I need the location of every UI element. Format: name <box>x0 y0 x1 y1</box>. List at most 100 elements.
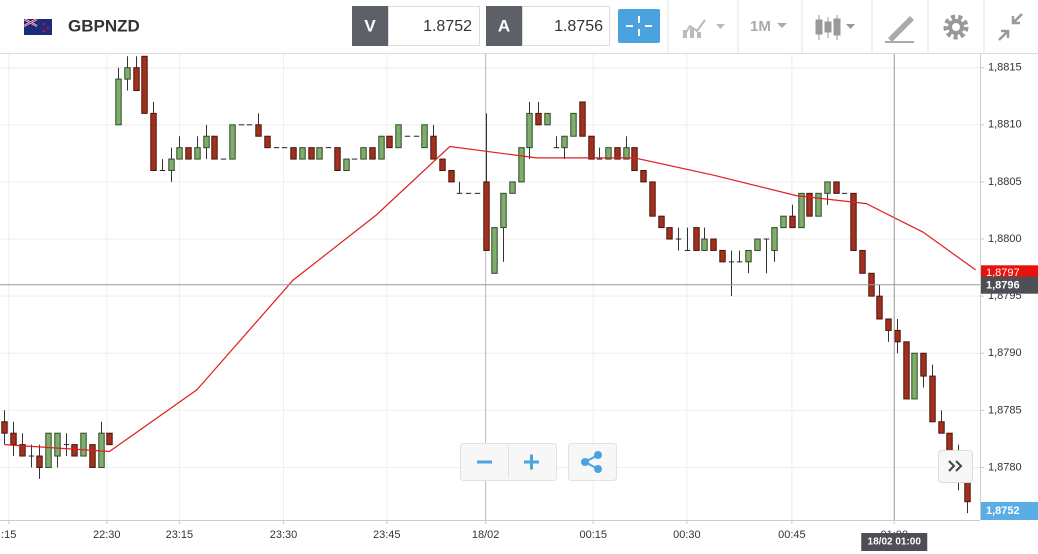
last-price-label: 1,8752 <box>986 505 1020 517</box>
bid-price: 1.8752 <box>423 18 472 35</box>
candle-body <box>229 124 236 160</box>
zoom-controls <box>460 443 973 483</box>
timeframe-caret <box>777 23 787 28</box>
y-tick-label: 1,8780 <box>988 461 1022 473</box>
candle-body <box>579 101 586 137</box>
x-tick-label: 18/02 <box>472 529 500 541</box>
candle-body <box>824 181 831 194</box>
candle-body <box>526 112 533 149</box>
toolbar-dividers <box>667 0 985 53</box>
crosshair-time-tag <box>861 533 928 551</box>
candle-body <box>448 170 455 183</box>
candle-body <box>334 147 341 171</box>
candle-body <box>666 227 673 240</box>
timeframe[interactable]: 1M <box>750 18 771 35</box>
candle-body <box>89 444 96 468</box>
candle-body <box>754 238 761 251</box>
y-tick-label: 1,8790 <box>988 347 1022 359</box>
ma-price-label: 1,8797 <box>986 267 1020 279</box>
candle-body <box>780 215 787 229</box>
candle-body <box>518 147 525 183</box>
plot-area <box>0 54 980 520</box>
candle-body <box>850 192 857 251</box>
candle-body <box>929 375 936 423</box>
candle-body <box>185 147 192 160</box>
candle-body <box>176 147 183 160</box>
crosshair-price-label: 1,8796 <box>986 280 1020 292</box>
candle-body <box>386 135 393 149</box>
candle-body <box>789 215 796 229</box>
candle-body <box>623 147 630 160</box>
candle-body <box>290 147 297 160</box>
candle-body <box>36 455 43 468</box>
y-tick-label: 1,8805 <box>988 176 1022 188</box>
candle-body <box>701 238 708 251</box>
candle-body <box>876 295 883 320</box>
candle-body <box>141 55 148 114</box>
x-tick-label: 00:30 <box>673 529 701 541</box>
candle-body <box>80 432 87 457</box>
candle-body <box>395 124 402 149</box>
collapse-button[interactable] <box>998 13 1023 41</box>
candle-body <box>885 318 892 331</box>
candle-body <box>194 147 201 160</box>
candle-body <box>255 124 262 137</box>
x-tick-label: 22:30 <box>93 529 121 541</box>
y-tick-label: 1,8800 <box>988 233 1022 245</box>
settings-button[interactable] <box>943 14 969 40</box>
bid-button[interactable] <box>352 6 388 46</box>
zoom-in[interactable] <box>524 454 539 470</box>
candle-body <box>430 135 437 160</box>
candle-body <box>561 135 568 149</box>
share-button[interactable] <box>581 451 602 473</box>
candle-body <box>605 147 612 160</box>
candle-body <box>483 181 490 251</box>
candle-body <box>631 147 638 171</box>
candle-body <box>815 192 822 217</box>
candle-body <box>640 170 647 183</box>
candle-body <box>509 181 516 194</box>
candle-body <box>133 67 140 92</box>
crosshair-button[interactable] <box>618 9 660 43</box>
chart-type-button[interactable] <box>682 19 725 38</box>
candle-body <box>71 444 78 457</box>
ask-box <box>522 6 610 46</box>
bid-label: V <box>364 16 376 35</box>
candle-body <box>859 249 866 274</box>
candle-body <box>369 147 376 160</box>
candle-body <box>308 147 315 160</box>
ask-label: A <box>498 16 510 35</box>
draw-button[interactable] <box>885 16 914 43</box>
candle-body <box>491 227 498 274</box>
x-tick-label: 00:15 <box>579 529 607 541</box>
candle-type-button[interactable] <box>815 15 855 40</box>
candle-body <box>771 227 778 251</box>
x-tick-label: 23:45 <box>373 529 401 541</box>
candle-body <box>588 135 595 160</box>
candle-body <box>745 249 752 263</box>
y-tick-label: 1,8815 <box>988 62 1022 74</box>
candle-body <box>45 432 52 468</box>
candle-body <box>570 112 577 137</box>
candle-body <box>211 135 218 160</box>
candle-body <box>54 432 61 457</box>
x-tick-label: 23:30 <box>270 529 298 541</box>
candle-body <box>115 78 122 126</box>
bid-box <box>388 6 480 46</box>
candle-body <box>1 421 8 434</box>
candle-body <box>10 432 17 446</box>
candle-body <box>911 352 918 400</box>
candle-body <box>500 192 507 229</box>
y-tick-label: 1,8785 <box>988 404 1022 416</box>
ask-button[interactable] <box>486 6 522 46</box>
scroll-right[interactable] <box>938 450 973 483</box>
candle-body <box>693 227 700 251</box>
candle-body <box>439 158 446 171</box>
x-tick-label: 00:45 <box>778 529 806 541</box>
candle-body <box>903 341 910 400</box>
candle-body <box>806 192 813 217</box>
candle-body <box>316 147 323 160</box>
ask-price: 1.8756 <box>554 18 603 35</box>
candle-body <box>299 147 306 160</box>
